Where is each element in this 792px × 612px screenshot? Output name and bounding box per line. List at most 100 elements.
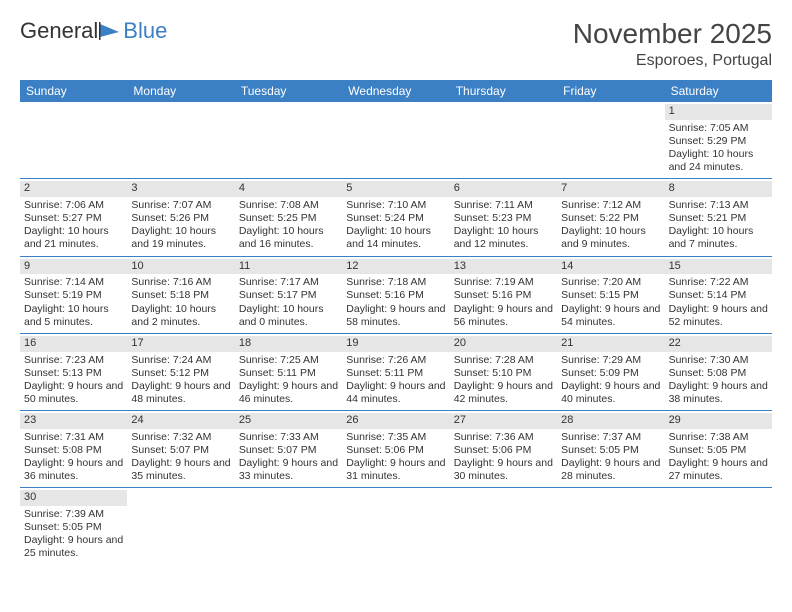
daylight-text: Daylight: 9 hours and 31 minutes. <box>346 457 445 483</box>
sunset-text: Sunset: 5:25 PM <box>239 212 338 225</box>
calendar-cell-empty <box>20 102 127 178</box>
sunset-text: Sunset: 5:15 PM <box>561 289 660 302</box>
day-number: 23 <box>20 413 127 429</box>
sunrise-text: Sunrise: 7:32 AM <box>131 431 230 444</box>
sunrise-text: Sunrise: 7:07 AM <box>131 199 230 212</box>
calendar-cell: 28Sunrise: 7:37 AMSunset: 5:05 PMDayligh… <box>557 411 664 487</box>
calendar-cell-empty <box>235 488 342 564</box>
sunrise-text: Sunrise: 7:06 AM <box>24 199 123 212</box>
calendar-cell-empty <box>235 102 342 178</box>
calendar-cell: 13Sunrise: 7:19 AMSunset: 5:16 PMDayligh… <box>450 257 557 333</box>
calendar-cell: 10Sunrise: 7:16 AMSunset: 5:18 PMDayligh… <box>127 257 234 333</box>
title-block: November 2025 Esporoes, Portugal <box>573 18 772 70</box>
sunrise-text: Sunrise: 7:26 AM <box>346 354 445 367</box>
day-number: 6 <box>450 181 557 197</box>
sunrise-text: Sunrise: 7:31 AM <box>24 431 123 444</box>
calendar-cell: 30Sunrise: 7:39 AMSunset: 5:05 PMDayligh… <box>20 488 127 564</box>
calendar-cell: 4Sunrise: 7:08 AMSunset: 5:25 PMDaylight… <box>235 179 342 255</box>
calendar-cell: 14Sunrise: 7:20 AMSunset: 5:15 PMDayligh… <box>557 257 664 333</box>
day-number: 12 <box>342 259 449 275</box>
day-number: 25 <box>235 413 342 429</box>
calendar-cell: 17Sunrise: 7:24 AMSunset: 5:12 PMDayligh… <box>127 334 234 410</box>
sunset-text: Sunset: 5:19 PM <box>24 289 123 302</box>
day-number: 18 <box>235 336 342 352</box>
sunrise-text: Sunrise: 7:25 AM <box>239 354 338 367</box>
calendar-cell-empty <box>665 488 772 564</box>
daylight-text: Daylight: 9 hours and 36 minutes. <box>24 457 123 483</box>
sunrise-text: Sunrise: 7:23 AM <box>24 354 123 367</box>
sunrise-text: Sunrise: 7:22 AM <box>669 276 768 289</box>
calendar-week: 2Sunrise: 7:06 AMSunset: 5:27 PMDaylight… <box>20 179 772 256</box>
calendar-week: 1Sunrise: 7:05 AMSunset: 5:29 PMDaylight… <box>20 102 772 179</box>
daylight-text: Daylight: 9 hours and 44 minutes. <box>346 380 445 406</box>
calendar-cell: 25Sunrise: 7:33 AMSunset: 5:07 PMDayligh… <box>235 411 342 487</box>
calendar-week: 23Sunrise: 7:31 AMSunset: 5:08 PMDayligh… <box>20 411 772 488</box>
calendar-cell: 19 Sunrise: 7:26 AMSunset: 5:11 PMDayligh… <box>342 334 449 410</box>
sunset-text: Sunset: 5:05 PM <box>24 521 123 534</box>
weeks-container: 1Sunrise: 7:05 AMSunset: 5:29 PMDaylight… <box>20 102 772 565</box>
day-number: 24 <box>127 413 234 429</box>
calendar-cell-empty <box>557 102 664 178</box>
sunrise-text: Sunrise: 7:17 AM <box>239 276 338 289</box>
sunset-text: Sunset: 5:08 PM <box>24 444 123 457</box>
sunset-text: Sunset: 5:11 PM <box>346 367 445 380</box>
day-number: 1 <box>665 104 772 120</box>
day-number: 27 <box>450 413 557 429</box>
calendar-cell: 9Sunrise: 7:14 AMSunset: 5:19 PMDaylight… <box>20 257 127 333</box>
calendar-cell: 26Sunrise: 7:35 AMSunset: 5:06 PMDayligh… <box>342 411 449 487</box>
daylight-text: Daylight: 9 hours and 38 minutes. <box>669 380 768 406</box>
calendar-cell: 22Sunrise: 7:30 AMSunset: 5:08 PMDayligh… <box>665 334 772 410</box>
calendar-cell-empty <box>557 488 664 564</box>
daylight-text: Daylight: 10 hours and 21 minutes. <box>24 225 123 251</box>
sunset-text: Sunset: 5:05 PM <box>561 444 660 457</box>
sunset-text: Sunset: 5:05 PM <box>669 444 768 457</box>
daylight-text: Daylight: 9 hours and 25 minutes. <box>24 534 123 560</box>
day-number: 7 <box>557 181 664 197</box>
day-number: 4 <box>235 181 342 197</box>
page-header: General Blue November 2025 Esporoes, Por… <box>20 18 772 70</box>
sunset-text: Sunset: 5:07 PM <box>131 444 230 457</box>
daylight-text: Daylight: 10 hours and 2 minutes. <box>131 303 230 329</box>
daylight-text: Daylight: 10 hours and 19 minutes. <box>131 225 230 251</box>
logo-text-2: Blue <box>123 18 167 44</box>
sunset-text: Sunset: 5:29 PM <box>669 135 768 148</box>
daylight-text: Daylight: 9 hours and 56 minutes. <box>454 303 553 329</box>
logo-text-1: General <box>20 18 98 44</box>
calendar-cell-empty <box>127 102 234 178</box>
sunrise-text: Sunrise: 7:14 AM <box>24 276 123 289</box>
day-number: 21 <box>557 336 664 352</box>
day-header-friday: Friday <box>557 80 664 102</box>
calendar-cell: 7Sunrise: 7:12 AMSunset: 5:22 PMDaylight… <box>557 179 664 255</box>
day-number: 11 <box>235 259 342 275</box>
month-title: November 2025 <box>573 18 772 50</box>
sunset-text: Sunset: 5:06 PM <box>454 444 553 457</box>
sunrise-text: Sunrise: 7:35 AM <box>346 431 445 444</box>
daylight-text: Daylight: 9 hours and 46 minutes. <box>239 380 338 406</box>
calendar-cell-empty <box>342 102 449 178</box>
calendar-week: 30Sunrise: 7:39 AMSunset: 5:05 PMDayligh… <box>20 488 772 564</box>
sunset-text: Sunset: 5:09 PM <box>561 367 660 380</box>
calendar-cell-empty <box>450 102 557 178</box>
daylight-text: Daylight: 10 hours and 9 minutes. <box>561 225 660 251</box>
sunset-text: Sunset: 5:24 PM <box>346 212 445 225</box>
day-number: 30 <box>20 490 127 506</box>
calendar-cell: 16Sunrise: 7:23 AMSunset: 5:13 PMDayligh… <box>20 334 127 410</box>
sunrise-text: Sunrise: 7:18 AM <box>346 276 445 289</box>
day-number: 26 <box>342 413 449 429</box>
sunset-text: Sunset: 5:16 PM <box>454 289 553 302</box>
location-label: Esporoes, Portugal <box>573 52 772 70</box>
day-number: 19 <box>342 336 449 352</box>
sunrise-text: Sunrise: 7:33 AM <box>239 431 338 444</box>
day-header-monday: Monday <box>127 80 234 102</box>
day-header-sunday: Sunday <box>20 80 127 102</box>
sunrise-text: Sunrise: 7:08 AM <box>239 199 338 212</box>
sunset-text: Sunset: 5:22 PM <box>561 212 660 225</box>
sunset-text: Sunset: 5:16 PM <box>346 289 445 302</box>
calendar-cell: 21Sunrise: 7:29 AMSunset: 5:09 PMDayligh… <box>557 334 664 410</box>
sunset-text: Sunset: 5:12 PM <box>131 367 230 380</box>
day-number: 5 <box>342 181 449 197</box>
day-number: 8 <box>665 181 772 197</box>
daylight-text: Daylight: 9 hours and 48 minutes. <box>131 380 230 406</box>
daylight-text: Daylight: 9 hours and 35 minutes. <box>131 457 230 483</box>
sunrise-text: Sunrise: 7:10 AM <box>346 199 445 212</box>
